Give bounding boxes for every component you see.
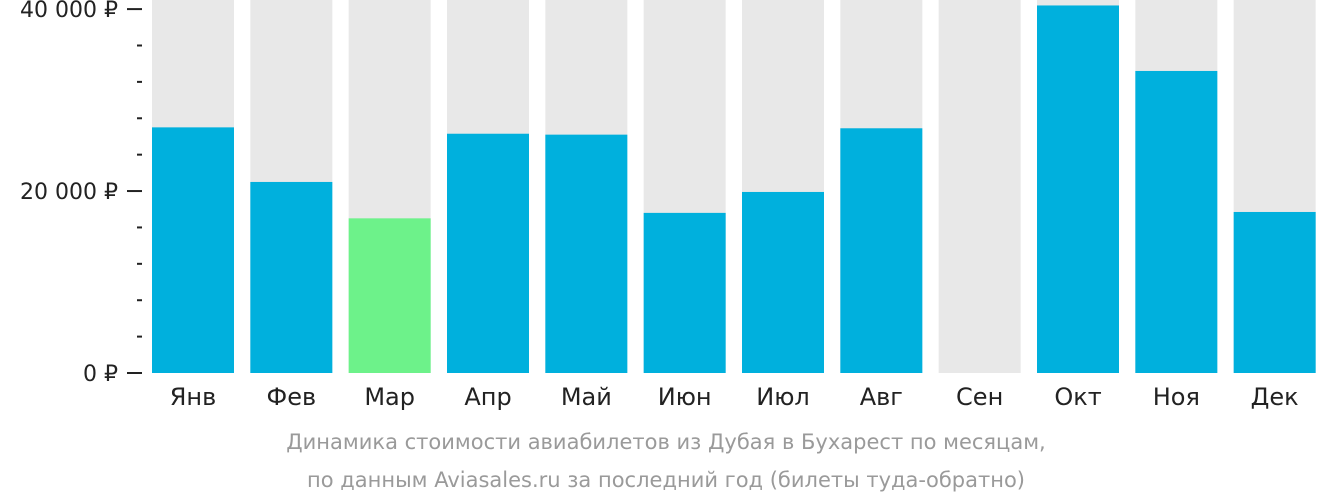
price-bar-chart: 0 ₽ 20 000 ₽ 40 000 ₽ Янв Фев Мар Апр Май Июн Ию… bbox=[20, 0, 1316, 411]
chart-caption-line-2: по данным Aviasales.ru за последний год … bbox=[307, 468, 1025, 492]
x-tick-label-9: Сен bbox=[956, 383, 1003, 411]
bar-2 bbox=[250, 181, 333, 373]
bar-10 bbox=[1037, 5, 1119, 374]
x-tick-label-2: Фев bbox=[267, 383, 317, 411]
bar-6 bbox=[643, 212, 726, 373]
y-tick-label-3: 40 000 ₽ bbox=[20, 0, 118, 23]
bar-12 bbox=[1233, 211, 1316, 373]
bar-8 bbox=[840, 128, 923, 373]
bar-3 bbox=[348, 218, 431, 373]
y-tick-label-2: 20 000 ₽ bbox=[20, 180, 118, 205]
bar-7 bbox=[742, 191, 824, 373]
x-tick-label-11: Ноя bbox=[1153, 383, 1200, 411]
bar-background-9 bbox=[938, 0, 1021, 373]
x-tick-label-6: Июн bbox=[658, 383, 712, 411]
bar-1 bbox=[152, 127, 234, 374]
y-tick-label-1: 0 ₽ bbox=[83, 362, 118, 387]
bar-5 bbox=[545, 134, 628, 373]
bar-11 bbox=[1135, 70, 1218, 374]
x-tick-label-7: Июл bbox=[756, 383, 810, 411]
y-axis: 0 ₽ 20 000 ₽ 40 000 ₽ bbox=[20, 0, 142, 387]
x-tick-label-10: Окт bbox=[1054, 383, 1101, 411]
x-tick-label-5: Май bbox=[561, 383, 612, 411]
bars bbox=[152, 5, 1316, 374]
x-tick-label-1: Янв bbox=[170, 383, 217, 411]
x-axis: Янв Фев Мар Апр Май Июн Июл Авг Сен Окт Ноя Дек bbox=[170, 383, 1299, 411]
x-tick-label-3: Мар bbox=[364, 383, 415, 411]
x-tick-label-4: Апр bbox=[464, 383, 511, 411]
chart-caption-line-1: Динамика стоимости авиабилетов из Дубая … bbox=[286, 430, 1046, 454]
x-tick-label-8: Авг bbox=[860, 383, 903, 411]
x-tick-label-12: Дек bbox=[1251, 383, 1299, 411]
bar-4 bbox=[447, 133, 529, 373]
